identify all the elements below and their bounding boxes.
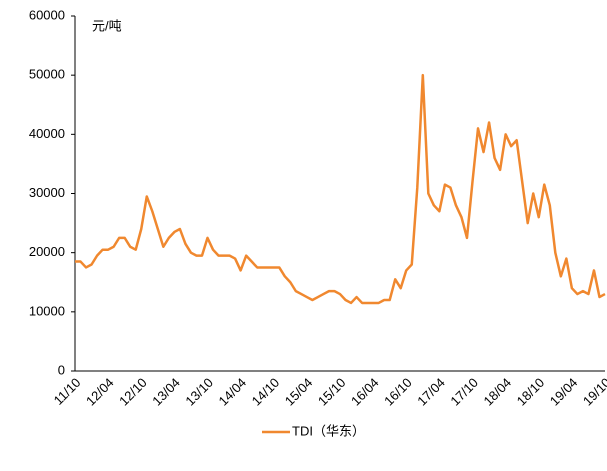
x-tick-label: 18/10	[514, 375, 548, 409]
y-tick-label: 30000	[29, 185, 65, 200]
y-axis-label: 元/吨	[92, 18, 122, 33]
y-tick-label: 20000	[29, 244, 65, 259]
x-tick-label: 16/10	[381, 375, 415, 409]
x-tick-label: 15/10	[315, 375, 349, 409]
x-tick-label: 13/10	[182, 375, 216, 409]
y-tick-label: 10000	[29, 303, 65, 318]
x-tick-label: 12/04	[83, 375, 117, 409]
x-tick-label: 16/04	[348, 375, 382, 409]
y-tick-label: 40000	[29, 126, 65, 141]
x-tick-label: 13/04	[149, 375, 183, 409]
x-tick-label: 18/04	[481, 375, 515, 409]
x-tick-label: 15/04	[282, 375, 316, 409]
data-line	[75, 73, 606, 305]
y-tick-label: 50000	[29, 67, 65, 82]
x-tick-label: 11/10	[51, 375, 84, 408]
x-tick-label: 14/04	[216, 375, 250, 409]
x-tick-label: 17/04	[414, 375, 448, 409]
x-tick-label: 19/10	[580, 375, 607, 409]
legend-label: TDI（华东）	[292, 423, 365, 438]
y-tick-label: 60000	[29, 7, 65, 22]
x-tick-label: 14/10	[249, 375, 283, 409]
x-tick-label: 17/10	[447, 375, 481, 409]
x-tick-label: 19/04	[547, 375, 581, 409]
y-tick-label: 0	[58, 362, 65, 377]
x-tick-label: 12/10	[116, 375, 150, 409]
